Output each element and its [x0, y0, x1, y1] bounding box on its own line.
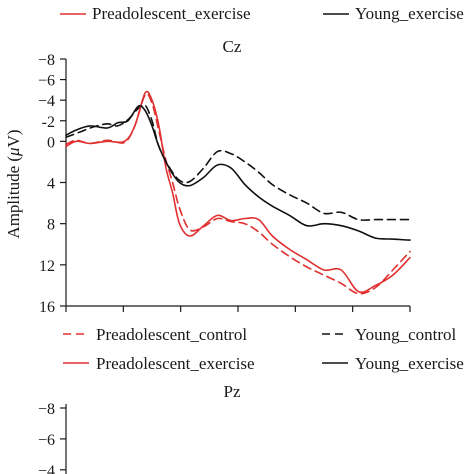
legend-label-preadolescent-exercise: Preadolescent_exercise: [92, 4, 251, 23]
series-young-exercise: [65, 104, 411, 241]
legend-label-preadolescent-exercise-2: Preadolescent_exercise: [96, 354, 255, 373]
cz-x-ticks: [65, 306, 411, 312]
series-preadolescent-control: [65, 93, 411, 295]
pz-y-tick-label: −6: [38, 432, 55, 449]
cz-y-axis-label: Amplitude (μV): [4, 129, 23, 238]
cz-y-tick-label: −6: [38, 73, 55, 90]
pz-y-tick-label: −8: [38, 401, 55, 418]
cz-y-tick-label: 8: [47, 217, 55, 234]
cz-y-tick-label: 12: [39, 258, 55, 275]
top-legend: Preadolescent_exercise Young_exercise: [60, 4, 464, 23]
cz-y-ticks: −8 −6 −4 -2 0 4 8 12 16: [38, 52, 66, 316]
cz-series: [65, 90, 411, 295]
pz-title: Pz: [224, 382, 241, 401]
pz-panel: Pz −8 −6 −4: [38, 382, 241, 474]
cz-y-tick-label: −4: [38, 93, 55, 110]
cz-y-tick-label: -2: [42, 114, 55, 131]
cz-title: Cz: [223, 37, 242, 56]
legend-label-young-control: Young_control: [355, 325, 457, 344]
series-preadolescent-exercise: [65, 90, 411, 293]
cz-y-tick-label: 4: [47, 176, 55, 193]
cz-y-tick-label: 0: [47, 134, 55, 151]
pz-y-tick-label: −4: [38, 463, 55, 474]
legend-label-young-exercise: Young_exercise: [355, 4, 464, 23]
series-young-control: [65, 103, 411, 221]
legend-label-preadolescent-control: Preadolescent_control: [96, 325, 247, 344]
cz-y-tick-label: −8: [38, 52, 55, 69]
cz-panel: Cz Amplitude (μV) −8 −6 −4 -2 0 4 8 12 16: [4, 37, 411, 316]
legend-label-young-exercise-2: Young_exercise: [355, 354, 464, 373]
cz-y-tick-label: 16: [39, 299, 55, 316]
pz-y-ticks: −8 −6 −4: [38, 401, 66, 474]
bottom-legend: Preadolescent_control Young_control Prea…: [63, 325, 464, 373]
